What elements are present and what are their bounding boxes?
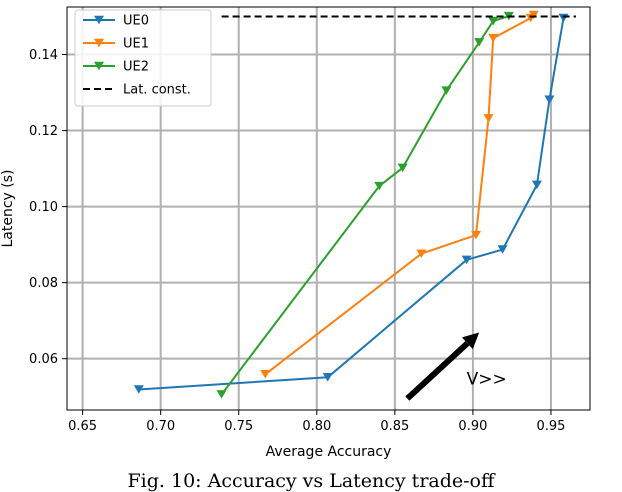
y-tick-label: 0.08 (29, 276, 58, 291)
x-axis-label: Average Accuracy (266, 444, 392, 460)
x-tick-label: 0.95 (536, 419, 565, 434)
data-point (441, 86, 452, 95)
data-point (497, 245, 508, 254)
data-point (474, 38, 485, 47)
y-axis-label: Latency (s) (0, 169, 16, 247)
legend: UE0 UE1 UE2 Lat. const. (74, 9, 212, 107)
data-point (531, 180, 542, 190)
x-tick-label: 0.85 (380, 419, 409, 434)
data-point (471, 230, 482, 240)
legend-marker (94, 61, 104, 71)
data-point (397, 163, 408, 173)
data-point (133, 385, 144, 394)
data-point (488, 16, 499, 26)
x-tick-label: 0.65 (68, 419, 97, 434)
legend-label: UE1 (123, 37, 149, 52)
data-point (528, 10, 539, 20)
y-tick-label: 0.12 (29, 124, 58, 139)
x-tick-label: 0.80 (302, 419, 331, 434)
data-point (461, 255, 472, 265)
ticks: 0.65 0.70 0.75 0.80 0.85 0.90 0.95 0.06 0.08 0.10… (29, 48, 565, 434)
legend-item: Lat. const. (83, 83, 191, 98)
series-ue2 (216, 11, 514, 399)
x-tick-label: 0.90 (458, 419, 487, 434)
data-point (544, 95, 555, 105)
data-point (322, 373, 333, 382)
data-point (483, 114, 494, 123)
y-tick-label: 0.14 (29, 48, 58, 63)
legend-marker (94, 38, 104, 48)
legend-marker (94, 15, 104, 25)
legend-item: UE1 (83, 37, 149, 52)
plot-frame (66, 6, 591, 411)
series-ue1 (260, 10, 539, 379)
legend-label: UE0 (123, 14, 149, 29)
series-layer (133, 10, 576, 399)
data-point (216, 390, 227, 399)
data-point (374, 181, 385, 191)
grid (67, 7, 590, 410)
annotation: V>> (405, 332, 507, 401)
x-tick-label: 0.70 (146, 419, 175, 434)
data-point (416, 249, 427, 258)
accuracy-latency-chart: V>> 0.65 0.70 0.75 0.80 0.85 0.90 0.95 0.06 0.08… (0, 6, 591, 460)
legend-item: UE2 (83, 60, 149, 75)
y-tick-label: 0.10 (29, 200, 58, 215)
annotation-text: V>> (467, 370, 507, 390)
data-point (260, 370, 271, 379)
annotation-arrow-shaft (405, 341, 470, 401)
figure-caption: Fig. 10: Accuracy vs Latency trade-off (127, 470, 495, 492)
legend-box (74, 9, 212, 107)
legend-item: UE0 (83, 14, 149, 29)
legend-label: Lat. const. (123, 83, 191, 98)
data-point (488, 33, 499, 43)
x-tick-label: 0.75 (224, 419, 253, 434)
annotation-arrowhead (461, 332, 480, 350)
y-tick-label: 0.06 (29, 352, 58, 367)
legend-label: UE2 (123, 60, 149, 75)
